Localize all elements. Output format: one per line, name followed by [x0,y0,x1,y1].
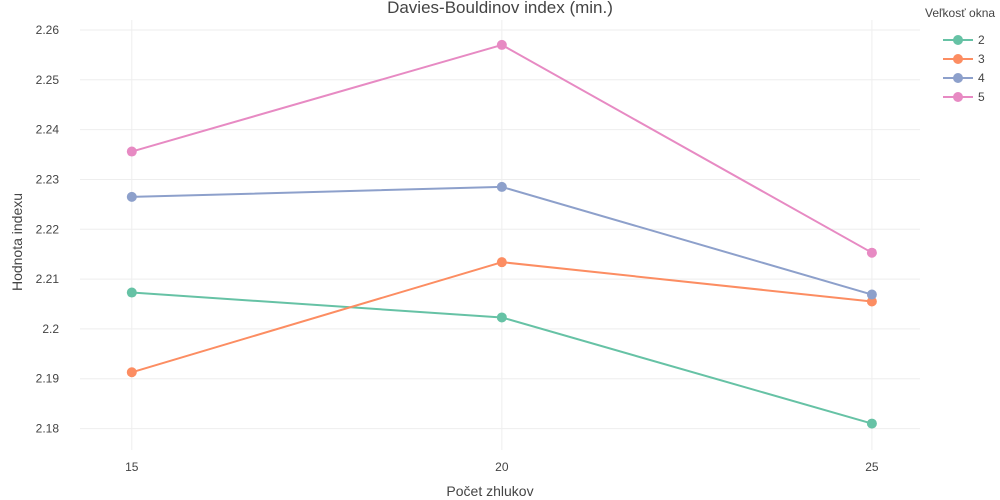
legend-label: 3 [978,52,985,66]
data-point-2[interactable] [496,312,507,323]
y-axis-title: Hodnota indexu [9,193,25,291]
data-point-4[interactable] [126,191,137,202]
legend-title: Veľkosť okna [925,6,995,20]
plot-area[interactable] [126,39,877,429]
series-4[interactable] [126,181,877,300]
legend-swatch-marker [953,73,963,83]
legend[interactable]: Veľkosť okna 2 3 4 5 [925,6,995,104]
y-tick-label: 2.22 [36,222,60,236]
y-tick-label: 2.26 [36,23,60,37]
legend-item-3[interactable]: 3 [943,52,985,66]
y-tick-label: 2.18 [36,422,60,436]
y-tick-label: 2.24 [36,123,60,137]
legend-item-5[interactable]: 5 [943,90,985,104]
legend-label: 2 [978,33,985,47]
data-point-3[interactable] [866,296,877,307]
series-5[interactable] [126,39,877,258]
y-tick-label: 2.23 [36,172,60,186]
legend-swatch-marker [953,35,963,45]
data-point-2[interactable] [866,418,877,429]
grid [80,20,920,450]
chart-title: Davies-Bouldinov index (min.) [387,0,613,17]
x-tick-label: 25 [865,460,879,474]
legend-label: 4 [978,71,985,85]
data-point-5[interactable] [496,39,507,50]
data-point-5[interactable] [866,247,877,258]
x-axis-title: Počet zhlukov [446,483,533,499]
y-tick-label: 2.21 [36,272,60,286]
series-2[interactable] [126,287,877,429]
legend-item-4[interactable]: 4 [943,71,985,85]
x-axis: 15 20 25 [125,460,879,474]
y-tick-label: 2.19 [36,372,60,386]
y-tick-label: 2.2 [42,322,59,336]
data-point-2[interactable] [126,287,137,298]
x-tick-label: 15 [125,460,139,474]
data-point-3[interactable] [126,367,137,378]
legend-item-2[interactable]: 2 [943,33,985,47]
data-point-4[interactable] [866,289,877,300]
series-3[interactable] [126,257,877,378]
legend-label: 5 [978,90,985,104]
x-tick-label: 20 [495,460,509,474]
data-point-5[interactable] [126,146,137,157]
y-axis: 2.18 2.19 2.2 2.21 2.22 2.23 2.24 2.25 2.26 [36,23,60,436]
legend-swatch-marker [953,92,963,102]
data-point-4[interactable] [496,181,507,192]
y-tick-label: 2.25 [36,73,60,87]
legend-swatch-marker [953,54,963,64]
data-point-3[interactable] [496,257,507,268]
